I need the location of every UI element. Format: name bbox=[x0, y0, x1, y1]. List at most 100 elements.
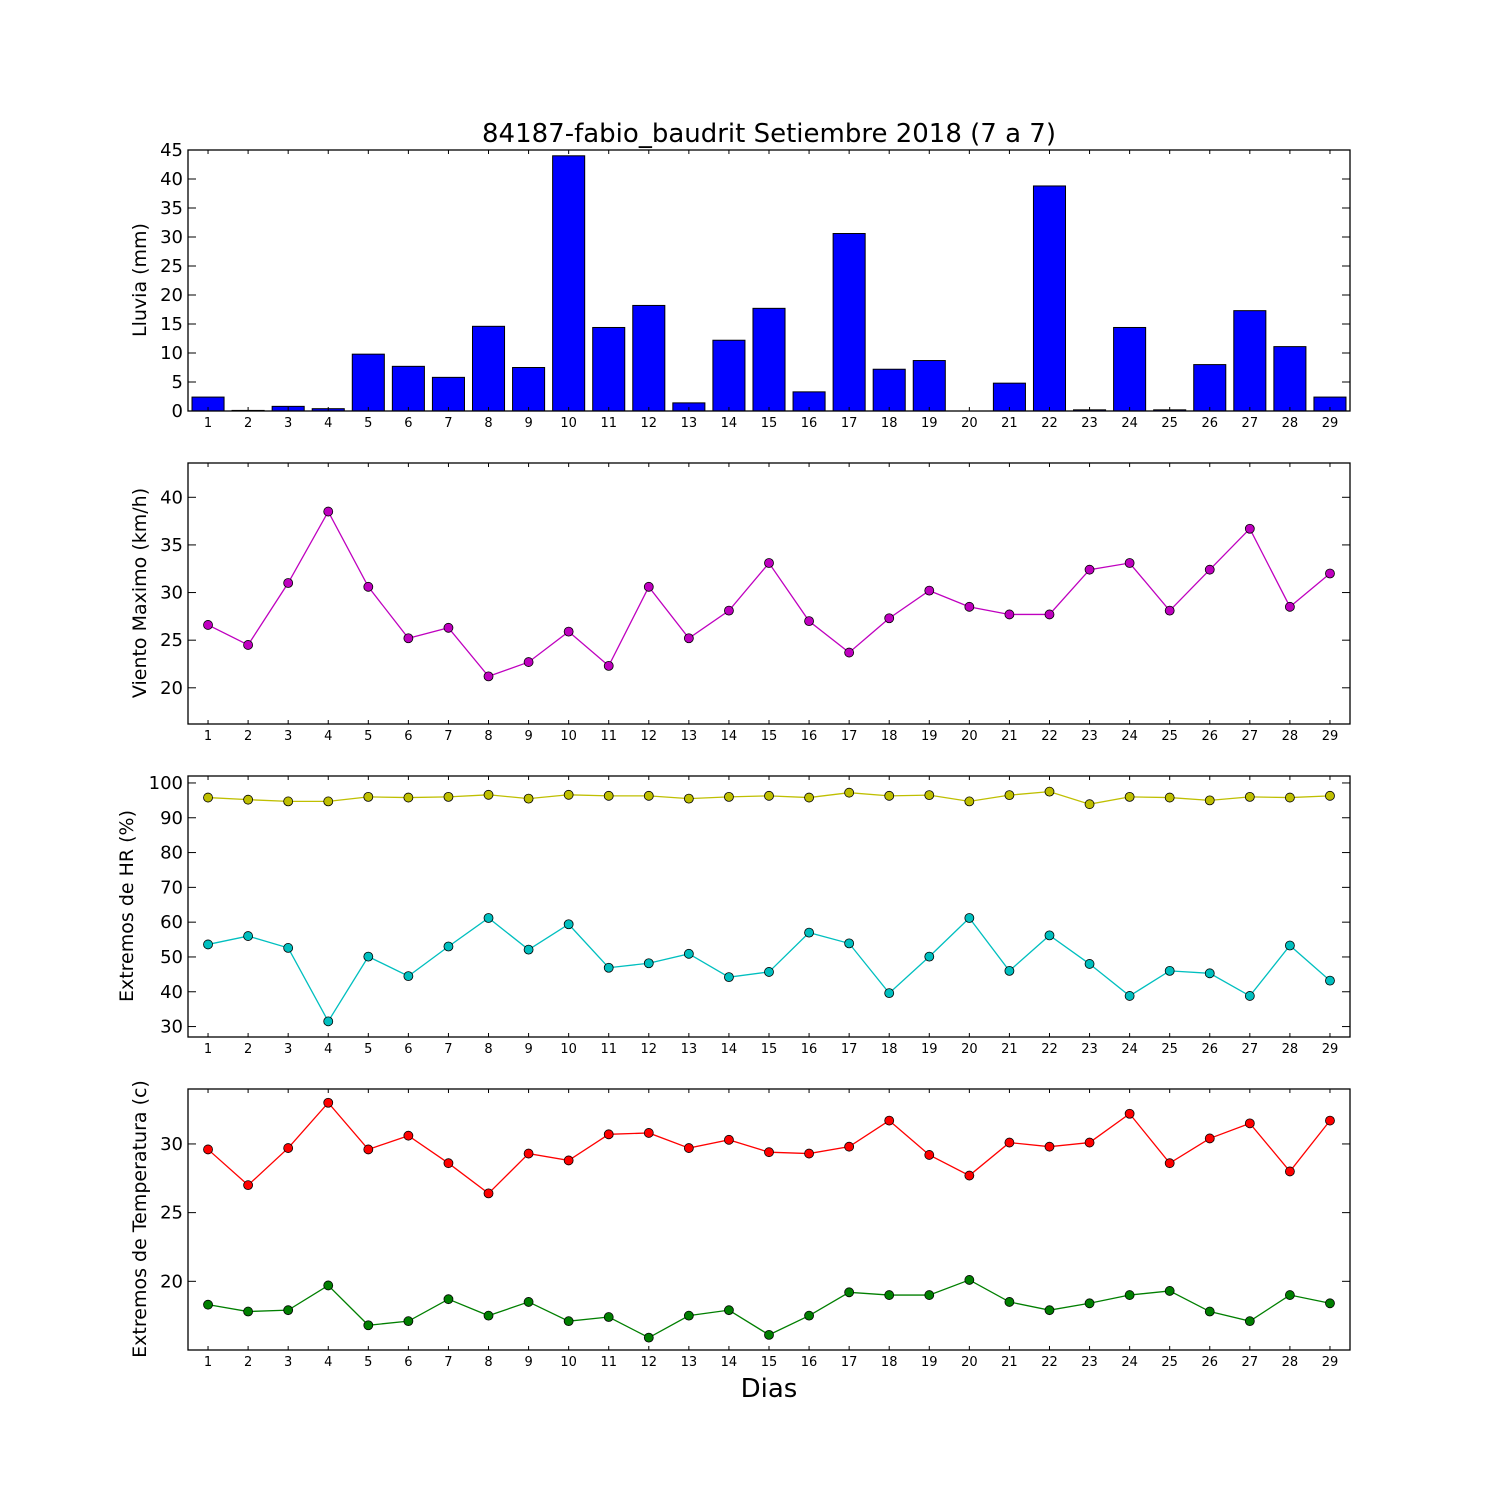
max-wind-series-1-point bbox=[283, 578, 294, 588]
rainfall-bar bbox=[471, 325, 506, 412]
temperature-series-2-point bbox=[523, 1297, 534, 1307]
temperature-series-1-point bbox=[363, 1144, 374, 1155]
max-wind-ticks: 1 2 3 4 5 6 7 8 9 10 11 12 13 14 15 16 17 18 19 20 21 22 23 24 2… bbox=[160, 463, 1350, 744]
max-wind-series-1-point bbox=[323, 506, 334, 517]
humidity-x-tick-label: 23 bbox=[1081, 1042, 1098, 1057]
temperature-series-2-point bbox=[884, 1290, 895, 1300]
rainfall-x-tick-label: 12 bbox=[641, 416, 658, 431]
temperature-series-1-point bbox=[443, 1158, 454, 1169]
temperature-series-1-point bbox=[884, 1115, 895, 1126]
temperature-series-2-point bbox=[243, 1306, 254, 1317]
rainfall-x-tick-label: 18 bbox=[881, 416, 898, 431]
max-wind-y-tick-label: 25 bbox=[160, 630, 183, 651]
temperature-series-2-point bbox=[764, 1329, 774, 1340]
humidity-series-2-point bbox=[323, 1016, 334, 1027]
temperature-series-2-point bbox=[443, 1294, 454, 1305]
temperature-x-tick-label: 6 bbox=[404, 1355, 412, 1370]
rainfall-bar bbox=[632, 304, 666, 412]
rainfall-x-tick-label: 5 bbox=[364, 416, 372, 431]
max-wind-series-1-point bbox=[563, 626, 574, 637]
max-wind-x-tick-label: 13 bbox=[681, 729, 698, 744]
temperature-x-tick-label: 17 bbox=[841, 1355, 858, 1370]
max-wind-y-axis-label: Viento Maximo (km/h) bbox=[129, 488, 151, 698]
rainfall-x-tick-label: 27 bbox=[1242, 416, 1259, 431]
temperature-series-2-point bbox=[483, 1310, 494, 1321]
max-wind-series-1-point bbox=[844, 647, 855, 658]
temperature-y-tick-label: 25 bbox=[160, 1203, 183, 1224]
max-wind-x-tick-label: 19 bbox=[921, 729, 938, 744]
rainfall-bar bbox=[1113, 326, 1147, 412]
humidity-x-tick-label: 26 bbox=[1201, 1042, 1218, 1057]
rainfall-bar bbox=[1233, 310, 1267, 412]
temperature-series-1-point bbox=[603, 1129, 614, 1140]
max-wind-x-tick-label: 29 bbox=[1322, 729, 1339, 744]
max-wind-x-tick-label: 21 bbox=[1001, 729, 1018, 744]
humidity-x-tick-label: 12 bbox=[641, 1042, 658, 1057]
humidity-series-1-point bbox=[603, 790, 614, 801]
temperature-series-1-point bbox=[1044, 1141, 1055, 1152]
max-wind-x-tick-label: 24 bbox=[1121, 729, 1138, 744]
humidity-series-1-point bbox=[1164, 792, 1175, 803]
max-wind-series-1-point bbox=[804, 616, 814, 627]
rainfall-bar bbox=[391, 365, 425, 412]
humidity-x-tick-label: 20 bbox=[961, 1042, 978, 1057]
max-wind-series bbox=[203, 506, 1335, 682]
humidity-series-2-point bbox=[403, 971, 414, 981]
humidity-series-1-point bbox=[964, 796, 975, 807]
max-wind-x-tick-label: 17 bbox=[841, 729, 858, 744]
temperature-series-1-point bbox=[1004, 1137, 1015, 1148]
max-wind-series-1-point bbox=[443, 622, 454, 633]
humidity-x-tick-label: 1 bbox=[204, 1042, 212, 1057]
rainfall-y-tick-label: 40 bbox=[160, 169, 183, 190]
temperature-series-1-point bbox=[1084, 1137, 1095, 1148]
rainfall-x-tick-label: 24 bbox=[1121, 416, 1138, 431]
temperature-x-tick-label: 8 bbox=[484, 1355, 492, 1370]
rainfall-y-tick-label: 35 bbox=[160, 198, 183, 219]
humidity-series-1-point bbox=[844, 787, 855, 798]
humidity-y-tick-label: 30 bbox=[160, 1017, 183, 1038]
temperature-x-tick-label: 13 bbox=[681, 1355, 698, 1370]
humidity-y-tick-label: 80 bbox=[160, 843, 183, 864]
rainfall-x-tick-label: 23 bbox=[1081, 416, 1098, 431]
humidity-x-tick-label: 28 bbox=[1282, 1042, 1299, 1057]
rainfall-x-tick-label: 2 bbox=[244, 416, 252, 431]
humidity-series-2-point bbox=[203, 939, 213, 950]
temperature-series-2-point bbox=[1124, 1290, 1135, 1300]
temperature-series-1-point bbox=[523, 1148, 534, 1159]
max-wind-series-1-point bbox=[964, 601, 975, 612]
max-wind-x-tick-label: 2 bbox=[244, 729, 252, 744]
humidity-series-2-point bbox=[1204, 968, 1215, 979]
humidity-y-tick-label: 40 bbox=[160, 982, 183, 1003]
temperature-x-tick-label: 3 bbox=[284, 1355, 292, 1370]
temperature-series-1-point bbox=[1284, 1166, 1295, 1177]
humidity-series-1-point bbox=[1004, 790, 1015, 801]
rainfall-x-tick-label: 13 bbox=[681, 416, 698, 431]
rainfall-x-tick-label: 19 bbox=[921, 416, 938, 431]
humidity-y-tick-label: 90 bbox=[160, 808, 183, 829]
humidity-x-tick-label: 19 bbox=[921, 1042, 938, 1057]
temperature-x-tick-label: 11 bbox=[600, 1355, 617, 1370]
temperature-series-1-point bbox=[764, 1147, 774, 1158]
humidity-series-1-point bbox=[1084, 799, 1095, 810]
temperature-series-2-point bbox=[323, 1280, 334, 1291]
temperature-x-tick-label: 18 bbox=[881, 1355, 898, 1370]
max-wind-x-tick-label: 28 bbox=[1282, 729, 1299, 744]
rainfall-y-tick-label: 45 bbox=[160, 140, 183, 161]
temperature-x-tick-label: 27 bbox=[1242, 1355, 1259, 1370]
humidity-x-tick-label: 29 bbox=[1322, 1042, 1339, 1057]
max-wind-x-tick-label: 5 bbox=[364, 729, 372, 744]
max-wind-series-1-point bbox=[403, 633, 414, 644]
humidity-x-tick-label: 25 bbox=[1161, 1042, 1178, 1057]
rainfall-bar bbox=[832, 233, 866, 412]
humidity-series-2-point bbox=[443, 941, 454, 952]
humidity-x-tick-label: 8 bbox=[484, 1042, 492, 1057]
max-wind-series-1-point bbox=[764, 558, 774, 568]
humidity-x-tick-label: 3 bbox=[284, 1042, 292, 1057]
humidity-series-2-point bbox=[1284, 940, 1295, 951]
max-wind-y-tick-label: 40 bbox=[160, 487, 183, 508]
max-wind-series-1-point bbox=[523, 657, 534, 667]
humidity-series-2-point bbox=[283, 943, 294, 953]
humidity-series-1-point bbox=[283, 796, 294, 807]
temperature-series-2-point bbox=[1244, 1316, 1255, 1327]
